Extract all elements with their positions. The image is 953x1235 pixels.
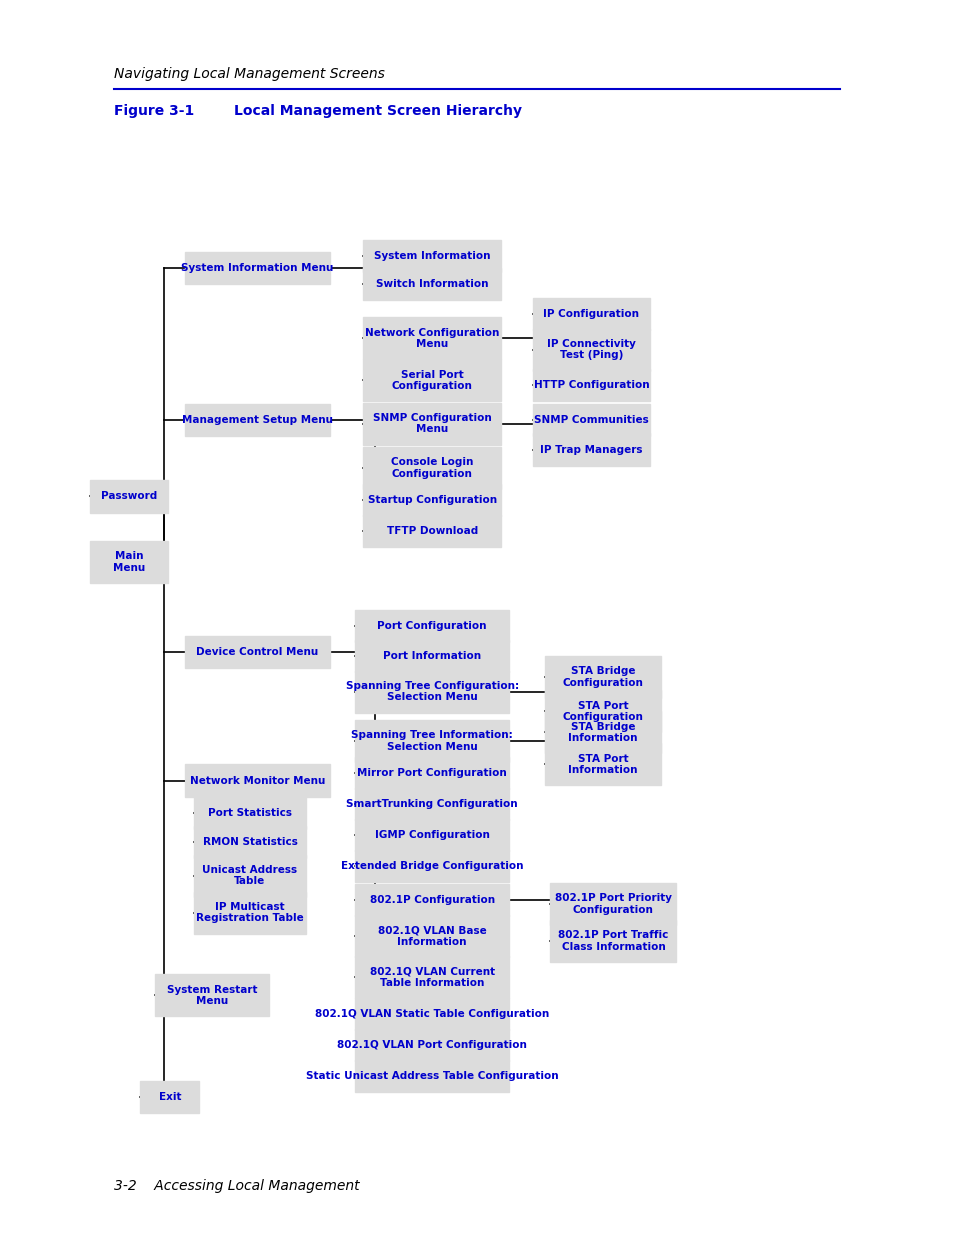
FancyBboxPatch shape	[193, 892, 306, 934]
FancyBboxPatch shape	[355, 915, 509, 957]
Text: System Information: System Information	[374, 251, 490, 261]
Text: Port Information: Port Information	[383, 651, 480, 661]
FancyBboxPatch shape	[355, 788, 509, 820]
FancyBboxPatch shape	[550, 883, 676, 925]
FancyBboxPatch shape	[544, 711, 660, 753]
FancyBboxPatch shape	[140, 1081, 199, 1113]
FancyBboxPatch shape	[193, 797, 306, 829]
FancyBboxPatch shape	[185, 764, 330, 797]
FancyBboxPatch shape	[355, 884, 509, 916]
FancyBboxPatch shape	[363, 447, 500, 489]
FancyBboxPatch shape	[355, 757, 509, 789]
Text: System Restart
Menu: System Restart Menu	[167, 984, 256, 1007]
FancyBboxPatch shape	[355, 819, 509, 851]
FancyBboxPatch shape	[363, 359, 500, 401]
Text: 802.1P Port Priority
Configuration: 802.1P Port Priority Configuration	[555, 893, 671, 915]
Text: Switch Information: Switch Information	[375, 279, 488, 289]
FancyBboxPatch shape	[533, 369, 649, 401]
Text: Password: Password	[101, 492, 156, 501]
FancyBboxPatch shape	[355, 671, 509, 713]
FancyBboxPatch shape	[533, 433, 649, 466]
Text: IP Multicast
Registration Table: IP Multicast Registration Table	[196, 902, 303, 924]
Text: SNMP Configuration
Menu: SNMP Configuration Menu	[373, 412, 491, 435]
FancyBboxPatch shape	[363, 317, 500, 359]
FancyBboxPatch shape	[544, 656, 660, 698]
Text: IP Trap Managers: IP Trap Managers	[539, 445, 642, 454]
Text: Figure 3-1: Figure 3-1	[114, 104, 194, 119]
Text: SNMP Communities: SNMP Communities	[534, 415, 648, 425]
Text: System Information Menu: System Information Menu	[181, 263, 334, 273]
Text: HTTP Configuration: HTTP Configuration	[533, 380, 649, 390]
Text: Port Configuration: Port Configuration	[377, 621, 486, 631]
Text: 802.1P Configuration: 802.1P Configuration	[369, 895, 495, 905]
Text: Management Setup Menu: Management Setup Menu	[182, 415, 333, 425]
Text: 802.1P Port Traffic
Class Information: 802.1P Port Traffic Class Information	[558, 930, 668, 952]
Text: TFTP Download: TFTP Download	[386, 526, 477, 536]
Text: Network Monitor Menu: Network Monitor Menu	[190, 776, 325, 785]
FancyBboxPatch shape	[355, 640, 509, 672]
FancyBboxPatch shape	[185, 404, 330, 436]
Text: Exit: Exit	[158, 1092, 181, 1102]
Text: IP Configuration: IP Configuration	[543, 309, 639, 319]
Text: Spanning Tree Configuration:
Selection Menu: Spanning Tree Configuration: Selection M…	[345, 680, 518, 703]
Text: STA Bridge
Configuration: STA Bridge Configuration	[562, 666, 642, 688]
Text: Extended Bridge Configuration: Extended Bridge Configuration	[340, 861, 523, 871]
Text: Navigating Local Management Screens: Navigating Local Management Screens	[114, 67, 385, 82]
FancyBboxPatch shape	[544, 743, 660, 785]
FancyBboxPatch shape	[550, 920, 676, 962]
FancyBboxPatch shape	[90, 541, 168, 583]
Text: Static Unicast Address Table Configuration: Static Unicast Address Table Configurati…	[306, 1071, 558, 1081]
FancyBboxPatch shape	[533, 329, 649, 370]
Text: Device Control Menu: Device Control Menu	[196, 647, 318, 657]
FancyBboxPatch shape	[193, 855, 306, 897]
FancyBboxPatch shape	[363, 268, 500, 300]
FancyBboxPatch shape	[363, 240, 500, 272]
Text: STA Port
Information: STA Port Information	[568, 753, 637, 776]
FancyBboxPatch shape	[363, 403, 500, 445]
FancyBboxPatch shape	[355, 998, 509, 1030]
Text: Unicast Address
Table: Unicast Address Table	[202, 864, 297, 887]
Text: STA Bridge
Information: STA Bridge Information	[568, 721, 637, 743]
Text: Port Statistics: Port Statistics	[208, 808, 292, 818]
FancyBboxPatch shape	[355, 1029, 509, 1061]
FancyBboxPatch shape	[193, 826, 306, 858]
Text: 802.1Q VLAN Port Configuration: 802.1Q VLAN Port Configuration	[336, 1040, 527, 1050]
FancyBboxPatch shape	[363, 515, 500, 547]
Text: 802.1Q VLAN Current
Table Information: 802.1Q VLAN Current Table Information	[369, 966, 495, 988]
Text: RMON Statistics: RMON Statistics	[202, 837, 297, 847]
FancyBboxPatch shape	[533, 298, 649, 330]
Text: IGMP Configuration: IGMP Configuration	[375, 830, 489, 840]
FancyBboxPatch shape	[355, 1060, 509, 1092]
Text: Console Login
Configuration: Console Login Configuration	[391, 457, 473, 479]
FancyBboxPatch shape	[363, 484, 500, 516]
Text: Local Management Screen Hierarchy: Local Management Screen Hierarchy	[233, 104, 521, 119]
Text: Serial Port
Configuration: Serial Port Configuration	[392, 369, 472, 391]
FancyBboxPatch shape	[185, 636, 330, 668]
FancyBboxPatch shape	[355, 610, 509, 642]
Text: STA Port
Configuration: STA Port Configuration	[562, 700, 642, 722]
Text: Mirror Port Configuration: Mirror Port Configuration	[357, 768, 506, 778]
FancyBboxPatch shape	[90, 480, 168, 513]
Text: Startup Configuration: Startup Configuration	[367, 495, 497, 505]
Text: Network Configuration
Menu: Network Configuration Menu	[365, 327, 498, 350]
FancyBboxPatch shape	[154, 974, 269, 1016]
Text: 3-2    Accessing Local Management: 3-2 Accessing Local Management	[114, 1178, 359, 1193]
Text: 802.1Q VLAN Static Table Configuration: 802.1Q VLAN Static Table Configuration	[314, 1009, 549, 1019]
FancyBboxPatch shape	[185, 252, 330, 284]
FancyBboxPatch shape	[533, 404, 649, 436]
Text: 802.1Q VLAN Base
Information: 802.1Q VLAN Base Information	[377, 925, 486, 947]
Text: Spanning Tree Information:
Selection Menu: Spanning Tree Information: Selection Men…	[351, 730, 513, 752]
Text: Main
Menu: Main Menu	[112, 551, 145, 573]
Text: IP Connectivity
Test (Ping): IP Connectivity Test (Ping)	[546, 338, 636, 361]
FancyBboxPatch shape	[355, 720, 509, 762]
FancyBboxPatch shape	[544, 690, 660, 732]
FancyBboxPatch shape	[355, 956, 509, 998]
FancyBboxPatch shape	[355, 850, 509, 882]
Text: SmartTrunking Configuration: SmartTrunking Configuration	[346, 799, 517, 809]
